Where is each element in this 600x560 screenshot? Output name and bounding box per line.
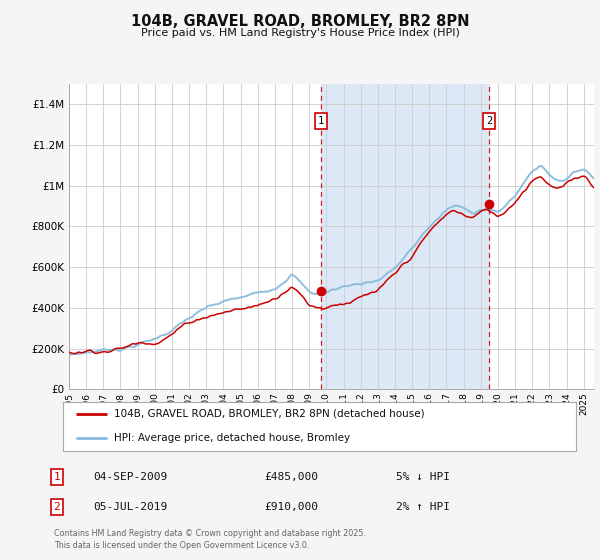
Text: 1: 1 (53, 472, 61, 482)
Text: 04-SEP-2009: 04-SEP-2009 (93, 472, 167, 482)
Text: 2% ↑ HPI: 2% ↑ HPI (396, 502, 450, 512)
Text: Contains HM Land Registry data © Crown copyright and database right 2025.
This d: Contains HM Land Registry data © Crown c… (54, 529, 366, 550)
Text: Price paid vs. HM Land Registry's House Price Index (HPI): Price paid vs. HM Land Registry's House … (140, 28, 460, 38)
Text: 5% ↓ HPI: 5% ↓ HPI (396, 472, 450, 482)
Text: 104B, GRAVEL ROAD, BROMLEY, BR2 8PN (detached house): 104B, GRAVEL ROAD, BROMLEY, BR2 8PN (det… (115, 409, 425, 419)
Text: 2: 2 (486, 115, 493, 125)
Text: 05-JUL-2019: 05-JUL-2019 (93, 502, 167, 512)
Text: HPI: Average price, detached house, Bromley: HPI: Average price, detached house, Brom… (115, 433, 350, 444)
Text: £910,000: £910,000 (264, 502, 318, 512)
Text: £485,000: £485,000 (264, 472, 318, 482)
Text: 1: 1 (317, 115, 324, 125)
Text: 104B, GRAVEL ROAD, BROMLEY, BR2 8PN: 104B, GRAVEL ROAD, BROMLEY, BR2 8PN (131, 14, 469, 29)
Bar (320, 84, 490, 389)
Text: 2: 2 (53, 502, 61, 512)
